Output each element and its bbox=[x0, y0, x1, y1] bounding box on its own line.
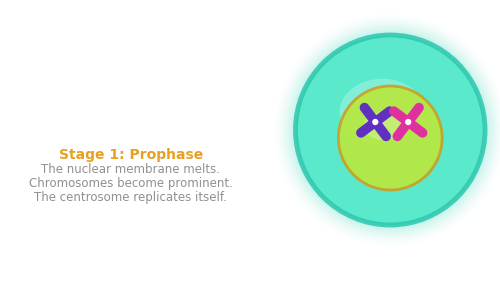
Text: Chromosomes become prominent.: Chromosomes become prominent. bbox=[29, 177, 233, 190]
Ellipse shape bbox=[364, 112, 405, 140]
Text: The centrosome replicates itself.: The centrosome replicates itself. bbox=[34, 191, 228, 204]
Ellipse shape bbox=[340, 79, 425, 145]
Ellipse shape bbox=[296, 35, 485, 225]
Ellipse shape bbox=[288, 28, 492, 232]
Ellipse shape bbox=[296, 35, 485, 225]
Ellipse shape bbox=[293, 33, 488, 227]
Ellipse shape bbox=[290, 30, 490, 230]
Text: Stage 1: Prophase: Stage 1: Prophase bbox=[59, 148, 203, 162]
Circle shape bbox=[405, 119, 411, 125]
Ellipse shape bbox=[338, 86, 442, 190]
Text: The nuclear membrane melts.: The nuclear membrane melts. bbox=[42, 163, 220, 176]
Circle shape bbox=[372, 119, 378, 125]
